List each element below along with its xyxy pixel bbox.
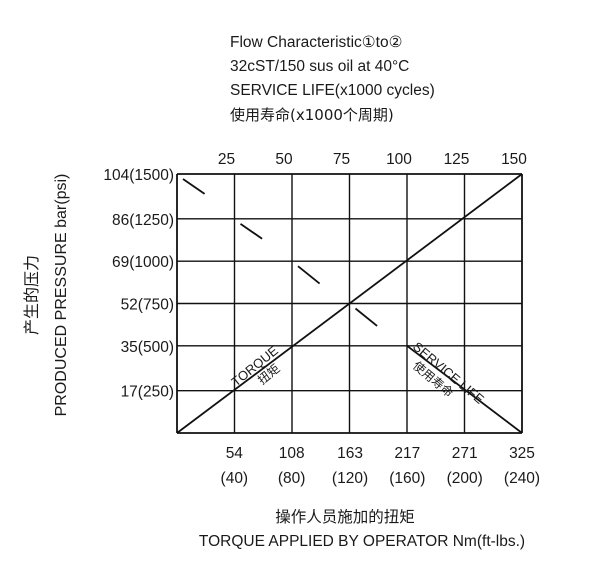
- y-tick-label: 52(750): [121, 297, 174, 314]
- y-tick-label: 17(250): [121, 384, 174, 401]
- x-tick-label-nm: 217: [394, 445, 420, 462]
- y-tick-label: 35(500): [121, 339, 174, 356]
- top-tick-label: 150: [501, 151, 527, 168]
- header-line-1: Flow Characteristic①to②: [230, 34, 403, 51]
- y-axis-title-cn: 产生的压力: [22, 255, 41, 335]
- top-tick-label: 125: [444, 151, 470, 168]
- plot-frame: [176, 173, 523, 434]
- series-labels: TORQUE 扭矩 SERVICE LIFE 使用寿命: [228, 339, 487, 407]
- x-axis-ticks: 54 (40) 108 (80) 163 (120) 217 (160) 271 (200) 325…: [221, 445, 541, 487]
- service-life-segment: [297, 265, 321, 285]
- service-life-segment: [406, 345, 523, 434]
- torque-series-line: [176, 173, 523, 434]
- series: [176, 173, 523, 434]
- y-tick-label: 86(1250): [112, 212, 174, 229]
- x-tick-label-ftlbs: (240): [504, 470, 540, 487]
- x-tick-label-ftlbs: (120): [332, 470, 368, 487]
- x-tick-label-ftlbs: (160): [389, 470, 425, 487]
- top-axis-ticks: 25 50 75 100 125 150: [218, 151, 527, 168]
- x-tick-label-nm: 271: [452, 445, 478, 462]
- service-life-segment: [239, 223, 263, 240]
- chart-header: Flow Characteristic①to② 32cST/150 sus oi…: [230, 34, 435, 124]
- y-tick-label: 69(1000): [112, 254, 174, 271]
- y-axis-title: PRODUCED PRESSURE bar(psi): [53, 174, 70, 417]
- top-tick-label: 100: [386, 151, 412, 168]
- x-tick-label-ftlbs: (40): [221, 470, 249, 487]
- header-line-4: 使用寿命(x1000个周期): [230, 106, 394, 124]
- x-tick-label-nm: 54: [226, 445, 244, 462]
- x-tick-label-nm: 163: [337, 445, 363, 462]
- service-life-segment: [354, 307, 378, 327]
- y-tick-label: 104(1500): [103, 167, 174, 184]
- grid: [177, 174, 522, 433]
- top-tick-label: 25: [218, 151, 235, 168]
- top-tick-label: 50: [275, 151, 293, 168]
- service-life-segment: [182, 178, 206, 195]
- y-axis-ticks: 104(1500) 86(1250) 69(1000) 52(750) 35(500) 1…: [103, 167, 174, 401]
- x-tick-label-ftlbs: (200): [447, 470, 483, 487]
- x-tick-label-ftlbs: (80): [278, 470, 306, 487]
- header-line-3: SERVICE LIFE(x1000 cycles): [230, 82, 435, 99]
- header-line-2: 32cST/150 sus oil at 40°C: [230, 58, 409, 75]
- x-tick-label-nm: 325: [509, 445, 535, 462]
- top-tick-label: 75: [333, 151, 350, 168]
- x-axis-title: TORQUE APPLIED BY OPERATOR Nm(ft-lbs.): [199, 533, 525, 550]
- axis-titles: 产生的压力 PRODUCED PRESSURE bar(psi) 操作人员施加的…: [22, 174, 525, 550]
- x-tick-label-nm: 108: [279, 445, 305, 462]
- x-axis-title-cn: 操作人员施加的扭矩: [275, 508, 415, 526]
